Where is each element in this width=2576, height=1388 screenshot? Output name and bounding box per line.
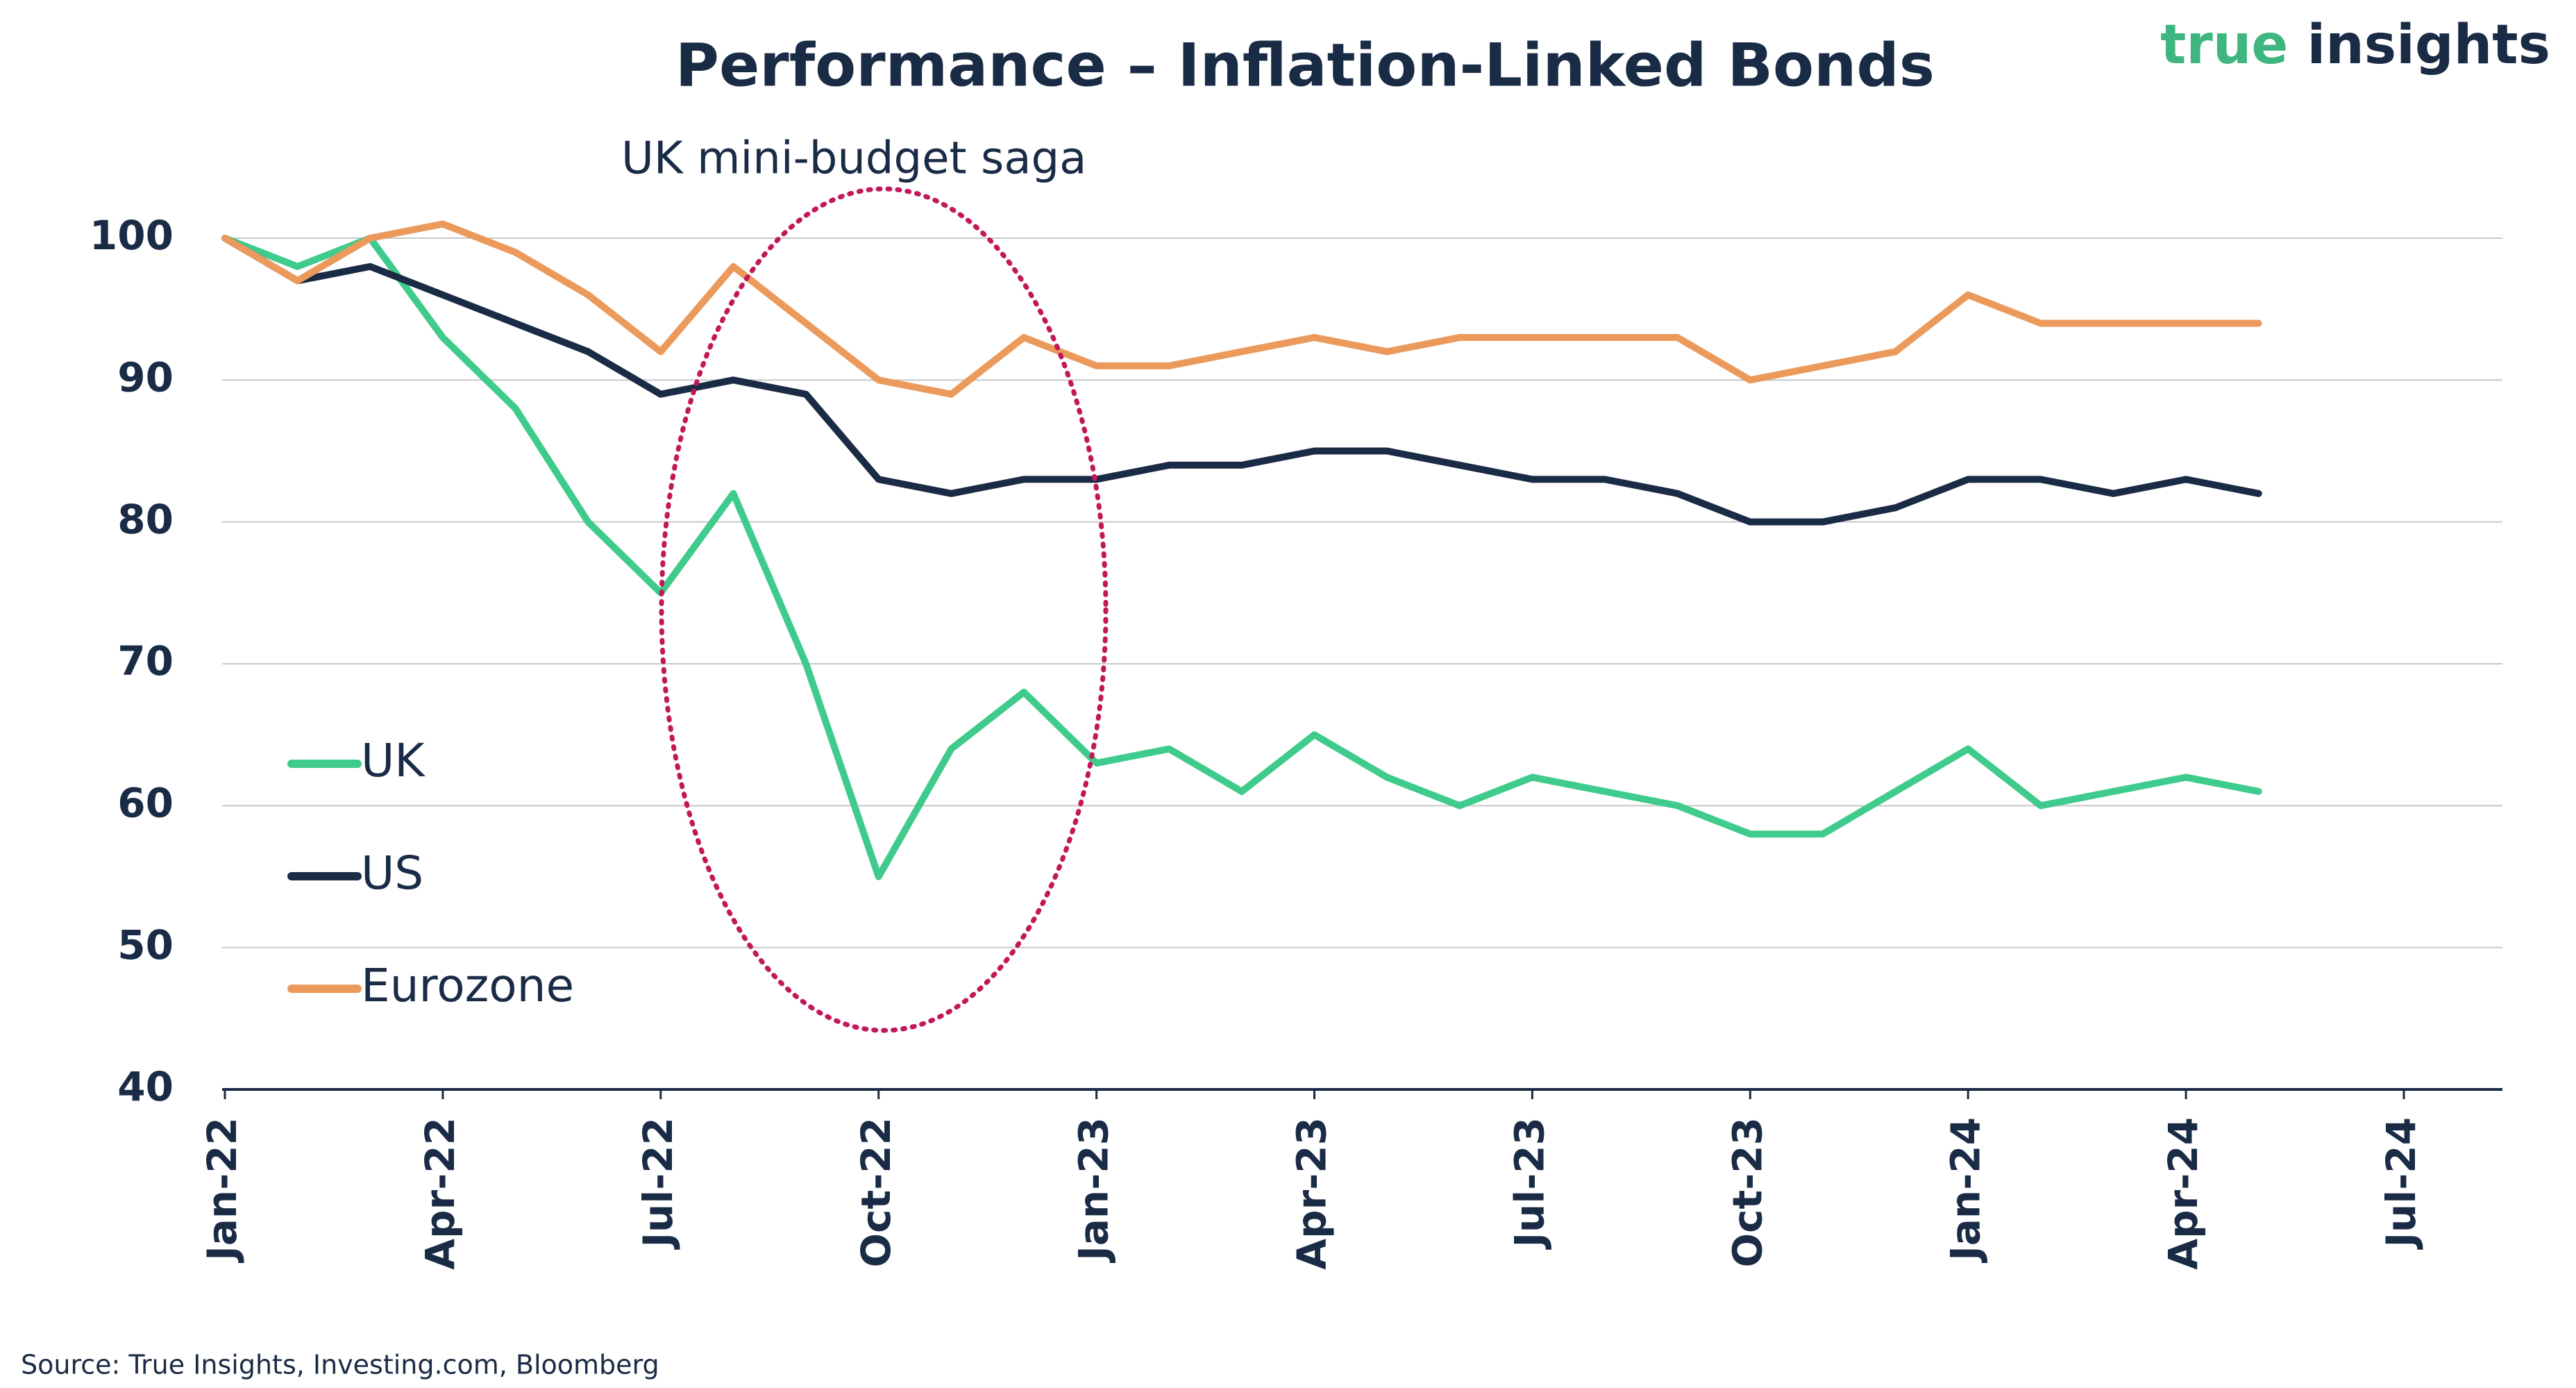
- x-tick-label: Jul-24: [2377, 1117, 2425, 1251]
- y-tick-label: 100: [90, 212, 174, 259]
- y-tick-label: 90: [117, 353, 174, 401]
- x-tick-label: Jul-22: [634, 1117, 682, 1251]
- y-tick-label: 80: [117, 496, 174, 543]
- y-tick-label: 50: [117, 921, 174, 969]
- series-line: [221, 220, 2262, 398]
- annotation-ellipse: [659, 186, 1109, 1033]
- logo-first: true: [2160, 14, 2288, 76]
- x-tick-label: Oct-22: [852, 1117, 900, 1267]
- x-tick-label: Apr-22: [416, 1117, 464, 1270]
- y-tick-label: 40: [117, 1063, 174, 1110]
- x-tick-label: Jan-23: [1070, 1117, 1118, 1264]
- x-tick-label: Jan-22: [199, 1117, 246, 1264]
- x-tick-label: Jan-24: [1942, 1117, 1989, 1264]
- x-tick-label: Apr-23: [1288, 1117, 1336, 1270]
- legend-label: US: [361, 846, 423, 900]
- logo-second: insights: [2307, 14, 2550, 76]
- x-tick-label: Oct-23: [1724, 1117, 1771, 1267]
- chart-title: Performance – Inflation-Linked Bonds: [675, 31, 1935, 100]
- legend-label: UK: [361, 734, 426, 787]
- y-tick-label: 70: [117, 637, 174, 685]
- source-note: Source: True Insights, Investing.com, Bl…: [21, 1350, 659, 1380]
- logo: true insights: [2160, 14, 2550, 76]
- x-tick-label: Apr-24: [2160, 1117, 2207, 1270]
- series-line: [221, 235, 2262, 526]
- chart-subtitle: UK mini-budget saga: [621, 133, 1086, 185]
- x-tick-label: Jul-23: [1506, 1117, 1554, 1251]
- series-line: [221, 235, 2262, 880]
- legend-label: Eurozone: [361, 959, 574, 1012]
- y-tick-label: 60: [117, 779, 174, 826]
